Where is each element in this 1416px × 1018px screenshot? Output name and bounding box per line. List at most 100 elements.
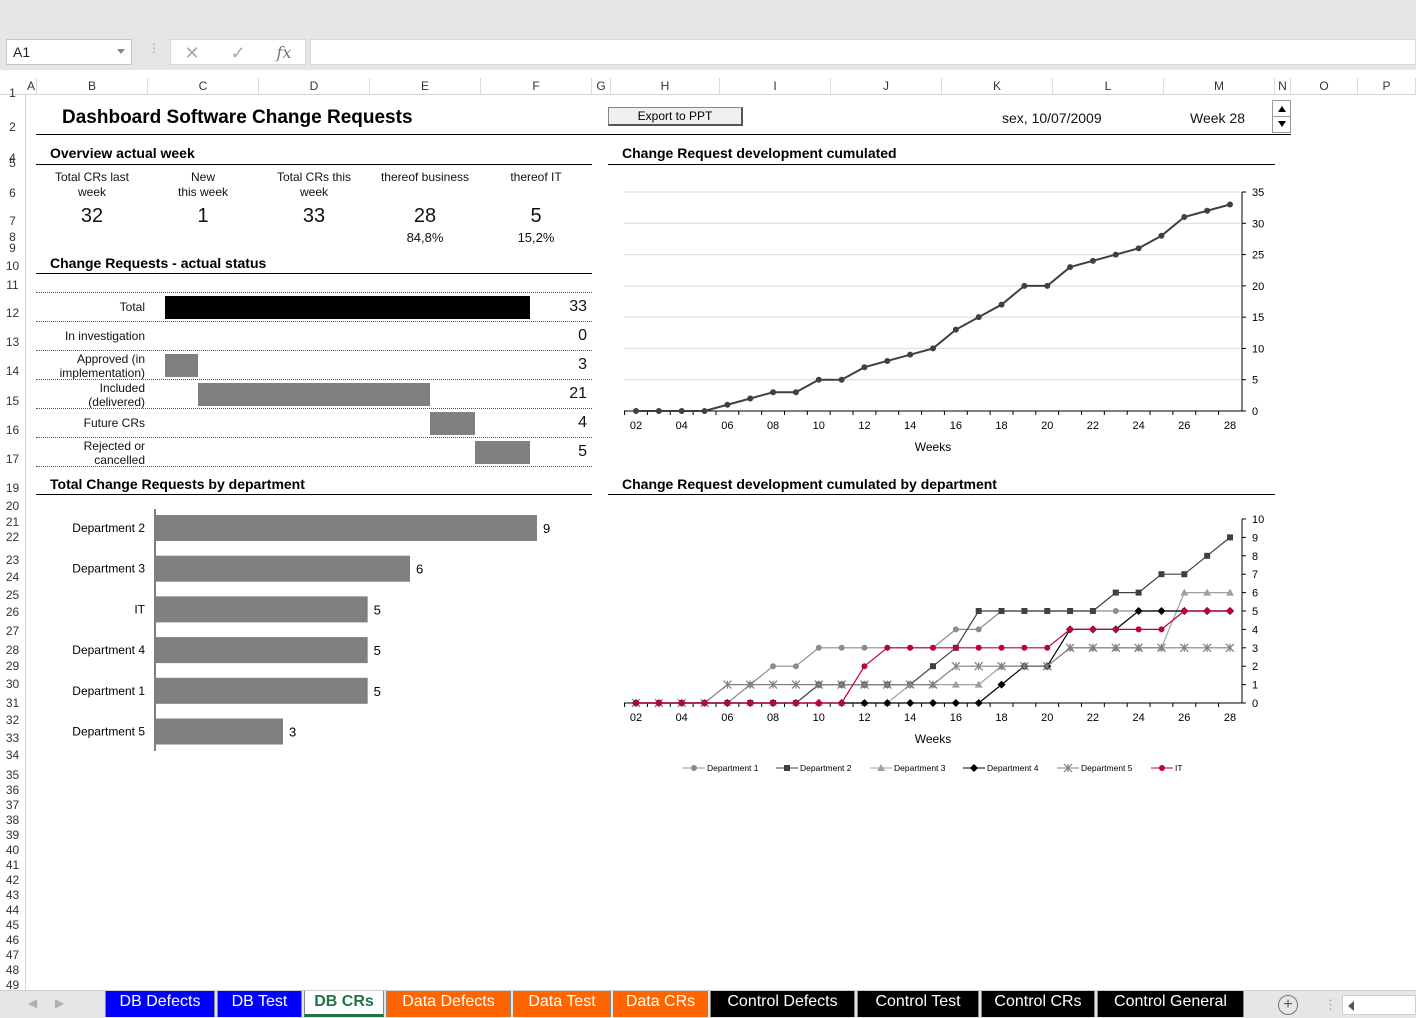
row-header-5[interactable]: 5 [9, 156, 16, 170]
row-header-16[interactable]: 16 [5, 423, 20, 437]
add-sheet-icon[interactable]: + [1278, 995, 1298, 1015]
row-header-34[interactable]: 34 [5, 748, 20, 762]
row-header-17[interactable]: 17 [5, 452, 20, 466]
cancel-icon[interactable]: ✕ [184, 43, 200, 63]
status-top-border [36, 292, 592, 293]
sheet-tab-control-general[interactable]: Control General [1097, 991, 1244, 1017]
row-header-41[interactable]: 41 [5, 858, 20, 872]
row-header-13[interactable]: 13 [5, 335, 20, 349]
data-point [792, 663, 799, 670]
row-header-19[interactable]: 19 [5, 481, 20, 495]
prev-sheet-icon[interactable]: ◀ [28, 996, 38, 1010]
row-header-31[interactable]: 31 [5, 696, 20, 710]
row-header-21[interactable]: 21 [5, 515, 20, 529]
y-tick-label: 10 [1252, 514, 1264, 526]
scroll-left-icon[interactable] [1348, 1001, 1354, 1011]
column-header-n[interactable]: N [1275, 78, 1291, 95]
column-header-h[interactable]: H [611, 78, 720, 95]
status-row-border [36, 321, 592, 322]
week-spinner[interactable] [1272, 100, 1291, 133]
row-header-12[interactable]: 12 [5, 306, 20, 320]
row-header-33[interactable]: 33 [5, 731, 20, 745]
department-bar [156, 718, 283, 745]
spin-down-icon[interactable] [1278, 121, 1286, 127]
sheet-tab-bar: ◀ ▶ DB Defects DB Test DB CRs Data Defects D… [0, 990, 1416, 1018]
sheet-tab-control-crs[interactable]: Control CRs [981, 991, 1095, 1017]
next-sheet-icon[interactable]: ▶ [55, 996, 65, 1010]
row-header-45[interactable]: 45 [5, 918, 20, 932]
row-header-22[interactable]: 22 [5, 530, 20, 544]
data-point [770, 389, 777, 396]
row-header-14[interactable]: 14 [5, 364, 20, 378]
column-header-m[interactable]: M [1164, 78, 1275, 95]
column-header-d[interactable]: D [259, 78, 370, 95]
row-header-49[interactable]: 49 [5, 978, 20, 992]
row-header-46[interactable]: 46 [5, 933, 20, 947]
sheet-tab-data-test[interactable]: Data Test [513, 991, 611, 1017]
row-header-15[interactable]: 15 [5, 394, 20, 408]
column-header-o[interactable]: O [1291, 78, 1358, 95]
row-header-40[interactable]: 40 [5, 843, 20, 857]
row-header-43[interactable]: 43 [5, 888, 20, 902]
column-header-c[interactable]: C [148, 78, 259, 95]
sheet-tab-db-test[interactable]: DB Test [217, 991, 302, 1017]
row-header-30[interactable]: 30 [5, 677, 20, 691]
column-header-f[interactable]: F [481, 78, 592, 95]
row-header-23[interactable]: 23 [5, 553, 20, 567]
horizontal-scrollbar[interactable] [1342, 995, 1416, 1015]
column-header-p[interactable]: P [1358, 78, 1416, 95]
column-header-k[interactable]: K [942, 78, 1053, 95]
column-header-a[interactable]: A [26, 78, 37, 95]
export-to-ppt-button[interactable]: Export to PPT [608, 107, 743, 126]
row-header-27[interactable]: 27 [5, 624, 20, 638]
column-header-i[interactable]: I [720, 78, 831, 95]
row-header-6[interactable]: 6 [9, 186, 16, 200]
chevron-down-icon[interactable] [117, 49, 125, 54]
row-header-26[interactable]: 26 [5, 605, 20, 619]
sheet-tab-control-test[interactable]: Control Test [857, 991, 979, 1017]
enter-check-icon[interactable]: ✓ [230, 43, 246, 63]
column-header-g[interactable]: G [592, 78, 611, 95]
formula-input[interactable] [310, 39, 1416, 65]
tab-split-icon[interactable]: ⋮ [1324, 997, 1337, 1012]
spin-up-icon[interactable] [1278, 106, 1286, 112]
row-header-42[interactable]: 42 [5, 873, 20, 887]
row-header-2[interactable]: 2 [9, 120, 16, 134]
row-header-44[interactable]: 44 [5, 903, 20, 917]
row-header-7[interactable]: 7 [9, 214, 16, 228]
insert-function-icon[interactable]: fx [276, 43, 292, 62]
name-box[interactable]: A1 [6, 39, 132, 65]
column-header-e[interactable]: E [370, 78, 481, 95]
row-header-20[interactable]: 20 [5, 499, 20, 513]
sheet-tab-db-crs[interactable]: DB CRs [304, 991, 384, 1017]
sheet-tab-data-defects[interactable]: Data Defects [386, 991, 511, 1017]
sheet-tab-data-crs[interactable]: Data CRs [613, 991, 708, 1017]
row-header-28[interactable]: 28 [5, 643, 20, 657]
sheet-tab-control-defects[interactable]: Control Defects [710, 991, 855, 1017]
row-header-10[interactable]: 10 [5, 259, 20, 273]
category-label: Department 5 [72, 725, 145, 739]
row-header-24[interactable]: 24 [5, 570, 20, 584]
column-header-l[interactable]: L [1053, 78, 1164, 95]
row-header-38[interactable]: 38 [5, 813, 20, 827]
row-header-32[interactable]: 32 [5, 713, 20, 727]
row-header-29[interactable]: 29 [5, 659, 20, 673]
column-header-b[interactable]: B [37, 78, 148, 95]
row-header-35[interactable]: 35 [5, 768, 20, 782]
row-header-39[interactable]: 39 [5, 828, 20, 842]
row-header-37[interactable]: 37 [5, 798, 20, 812]
data-point [1181, 214, 1188, 221]
data-point [975, 626, 982, 633]
row-header-25[interactable]: 25 [5, 588, 20, 602]
row-header-48[interactable]: 48 [5, 963, 20, 977]
row-header-9[interactable]: 9 [9, 241, 16, 255]
column-header-j[interactable]: J [831, 78, 942, 95]
row-header-1[interactable]: 1 [9, 86, 16, 100]
row-header-4[interactable]: 4 [9, 151, 16, 165]
row-header-36[interactable]: 36 [5, 783, 20, 797]
row-header-47[interactable]: 47 [5, 948, 20, 962]
row-header-11[interactable]: 11 [6, 278, 19, 292]
data-point [1180, 588, 1189, 596]
sheet-tab-db-defects[interactable]: DB Defects [105, 991, 215, 1017]
row-header-8[interactable]: 8 [9, 230, 16, 244]
